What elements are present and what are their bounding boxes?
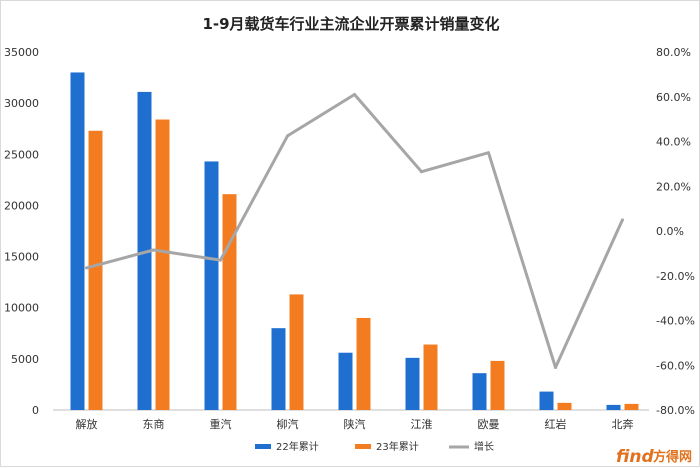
bar-23年累计-陕汽 [356, 317, 371, 410]
right-tick-label: -20.0% [656, 270, 695, 283]
category-label: 江淮 [411, 418, 433, 431]
bar-22年累计-红岩 [539, 391, 554, 410]
growth-point-解放 [85, 266, 88, 270]
bar-23年累计-红岩 [557, 402, 572, 410]
right-tick-label: -60.0% [656, 359, 695, 372]
right-tick-label: 0.0% [656, 225, 684, 238]
category-labels: 解放 东商 重汽 柳汽 陕汽 江淮 欧曼 红岩 北奔 [76, 417, 634, 431]
bar-22年累计-解放 [70, 72, 85, 410]
bar-23年累计-重汽 [222, 194, 237, 410]
left-tick-label: 25000 [4, 148, 39, 161]
growth-point-重汽 [219, 258, 222, 262]
left-tick-label: 10000 [4, 302, 39, 315]
growth-point-柳汽 [286, 134, 289, 138]
growth-point-红岩 [554, 365, 557, 369]
category-label: 柳汽 [277, 417, 299, 431]
right-axis-ticks: -80.0% -60.0% -40.0% -20.0% 0.0% 20.0% 40.0% 60… [656, 46, 695, 417]
growth-point-东商 [152, 248, 155, 252]
legend: 22年累计 23年累计 增长 [255, 440, 494, 453]
right-tick-label: -80.0% [656, 404, 695, 417]
watermark: find 方得网 [616, 447, 692, 467]
bar-22年累计-陕汽 [338, 352, 353, 410]
right-tick-label: 40.0% [656, 136, 691, 149]
right-tick-label: 60.0% [656, 91, 691, 104]
category-label: 陕汽 [344, 417, 366, 431]
bar-22年累计-江淮 [405, 357, 420, 410]
bar-23年累计-北奔 [624, 403, 639, 410]
watermark-text: 方得网 [653, 449, 692, 465]
bar-23年累计-解放 [88, 130, 103, 410]
category-label: 欧曼 [478, 418, 500, 431]
legend-swatch-23 [355, 444, 371, 449]
bar-22年累计-北奔 [606, 404, 621, 410]
watermark-logo: find [616, 447, 654, 467]
legend-label-23: 23年累计 [376, 440, 419, 453]
growth-line-layer [85, 93, 624, 369]
left-tick-label: 20000 [4, 199, 39, 212]
right-tick-label: 80.0% [656, 46, 691, 59]
legend-label-growth: 增长 [474, 440, 494, 453]
legend-swatch-22 [255, 444, 271, 449]
bar-23年累计-柳汽 [289, 294, 304, 410]
bar-23年累计-欧曼 [490, 360, 505, 410]
growth-point-北奔 [621, 218, 624, 222]
legend-label-22: 22年累计 [276, 440, 319, 453]
bar-22年累计-欧曼 [472, 373, 487, 410]
chart-title: 1-9月载货车行业主流企业开票累计销量变化 [202, 15, 499, 33]
bar-23年累计-东商 [155, 119, 170, 410]
category-label: 重汽 [210, 417, 232, 431]
left-axis-ticks: 0 5000 10000 15000 20000 25000 30000 35000 [4, 46, 39, 417]
growth-point-陕汽 [353, 93, 356, 97]
left-tick-label: 30000 [4, 97, 39, 110]
category-label: 东商 [143, 417, 165, 431]
growth-point-江淮 [420, 170, 423, 174]
bar-22年累计-柳汽 [271, 328, 286, 410]
right-tick-label: 20.0% [656, 180, 691, 193]
left-tick-label: 35000 [4, 46, 39, 59]
bars [70, 72, 639, 411]
left-tick-label: 15000 [4, 251, 39, 264]
category-label: 红岩 [545, 417, 567, 431]
growth-point-欧曼 [487, 151, 490, 155]
bar-22年累计-重汽 [204, 161, 219, 410]
right-tick-label: -40.0% [656, 315, 695, 328]
left-tick-label: 5000 [11, 353, 39, 366]
category-label: 解放 [76, 417, 98, 431]
left-tick-label: 0 [32, 404, 39, 417]
bar-23年累计-江淮 [423, 344, 438, 410]
category-label: 北奔 [612, 418, 634, 431]
